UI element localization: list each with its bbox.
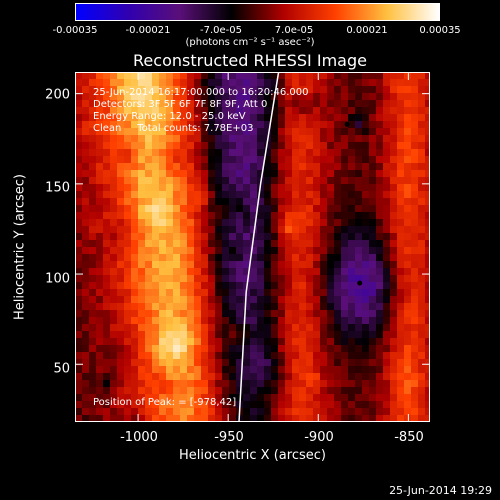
image-plot [75, 72, 430, 422]
detectors-label: Detectors: 3F 5F 6F 7F 8F 9F, Att 0 [93, 99, 268, 110]
marked-point [344, 121, 350, 127]
x-axis-label: Heliocentric X (arcsec) [179, 448, 326, 463]
chart-title: Reconstructed RHESSI Image [133, 51, 367, 70]
colorbar-tick: 7.0e-05 [274, 25, 314, 36]
solar-limb-line [238, 72, 280, 422]
colorbar-tick: -0.00021 [125, 25, 171, 36]
energy-range-label: Energy Range: 12.0 - 25.0 keV [93, 111, 246, 122]
y-tick-label: 150 [45, 180, 70, 196]
colorbar-units: (photons cm⁻² s⁻¹ asec⁻²) [185, 37, 315, 48]
y-tick-label: 50 [53, 361, 70, 377]
x-tick-label: -950 [214, 430, 244, 445]
colorbar [75, 3, 440, 21]
x-tick-label: -900 [304, 430, 334, 445]
intensity-field [75, 72, 430, 422]
marked-point [357, 280, 363, 286]
peak-position-label: Position of Peak: = [-978,42] [93, 397, 237, 408]
plot-frame [75, 72, 430, 422]
colorbar-tick: -0.00035 [52, 25, 98, 36]
x-tick-label: -850 [394, 430, 424, 445]
colorbar-tick: -7.0e-05 [200, 25, 242, 36]
colorbar-tick: 0.00021 [346, 25, 388, 36]
time-range-label: 25-Jun-2014 16:17:00.000 to 16:20:46.000 [93, 87, 309, 98]
y-axis-label: Heliocentric Y (arcsec) [12, 174, 28, 320]
y-tick-label: 100 [45, 271, 70, 287]
clean-label: Clean Total counts: 7.78E+03 [93, 123, 254, 134]
colorbar-tick: 0.00035 [419, 25, 461, 36]
y-tick-label: 200 [45, 87, 70, 103]
timestamp: 25-Jun-2014 19:29 [389, 484, 492, 497]
x-tick-label: -1000 [120, 430, 158, 445]
